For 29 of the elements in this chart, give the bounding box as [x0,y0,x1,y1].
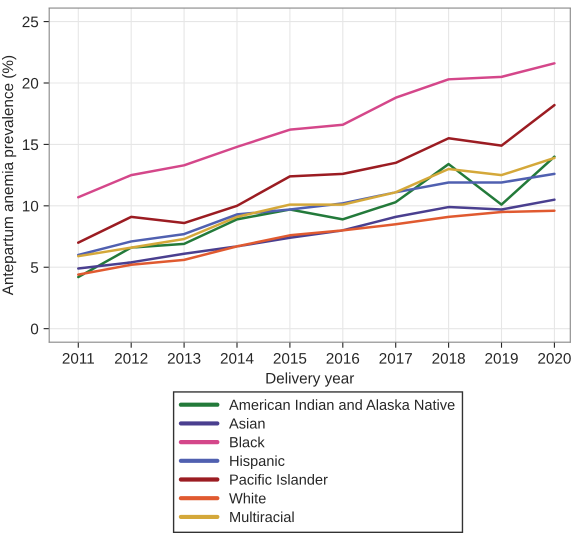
line-series [77,62,556,198]
y-tick-label: 0 [30,324,38,334]
y-tick-label: 10 [22,200,38,212]
legend-label: Pacific Islander [230,474,328,485]
legend-label: Multiracial [230,511,294,522]
y-tick-label: 15 [22,139,38,150]
y-axis-title: Antepartum anemia prevalence (%) [2,56,16,296]
x-tick-label: 2015 [274,352,306,364]
x-tick-label: 2020 [538,352,571,364]
legend-label: Hispanic [230,455,285,469]
legend-label: Asian [229,418,265,429]
x-tick-label: 2017 [379,352,412,364]
x-tick-label: 2019 [485,352,518,364]
y-tick-label: 20 [22,78,38,89]
x-tick-label: 2012 [114,352,148,364]
legend-label: White [229,492,266,504]
x-tick-label: 2014 [220,352,254,364]
line-series [77,104,556,244]
line-series [77,156,556,258]
x-tick-label: 2013 [168,352,200,364]
line-series [77,209,556,276]
y-tick-label: 5 [30,262,38,273]
legend-label: Black [230,436,265,448]
x-tick-label: 2011 [62,352,94,364]
y-tick-label: 25 [22,16,38,28]
legend-label: American Indian and Alaska Native [229,399,455,410]
x-tick-label: 2016 [326,352,360,364]
x-tick-label: 2018 [432,352,465,364]
x-axis-title: Delivery year [266,372,354,387]
